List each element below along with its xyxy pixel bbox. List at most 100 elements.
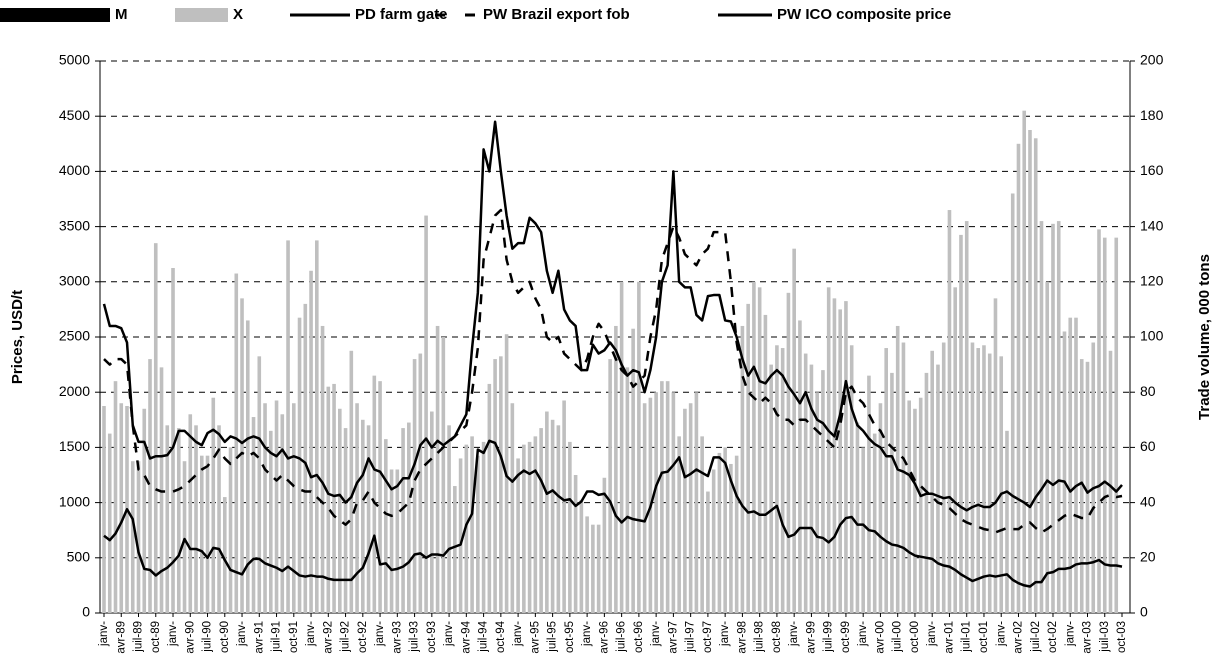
bar xyxy=(481,441,486,613)
bar xyxy=(303,303,308,613)
bar xyxy=(1033,138,1038,613)
bar xyxy=(683,408,687,613)
y2-tick-label: 160 xyxy=(1140,162,1164,178)
bar xyxy=(913,408,917,613)
bar xyxy=(286,240,290,613)
bar xyxy=(884,348,888,613)
bar xyxy=(401,428,405,613)
bar xyxy=(130,461,135,613)
x-tick-label: avr-89 xyxy=(115,621,127,654)
bar xyxy=(826,287,831,613)
bar xyxy=(274,400,279,613)
bar xyxy=(752,281,756,613)
x-tick-label: oct-91 xyxy=(288,621,300,653)
x-tick-label: janv- xyxy=(98,621,110,647)
x-tick-label: avr-01 xyxy=(943,621,955,654)
bar xyxy=(568,441,572,613)
x-tick-label: avr-92 xyxy=(322,621,334,654)
bar xyxy=(176,428,181,613)
x-tick-label: juil-92 xyxy=(340,621,352,653)
bar xyxy=(550,419,555,613)
bar xyxy=(240,298,244,613)
y-tick-label: 500 xyxy=(67,549,91,565)
x-tick-label: juil-93 xyxy=(409,621,421,653)
legend-label: M xyxy=(115,6,128,23)
bar xyxy=(194,425,198,613)
bar xyxy=(849,345,854,613)
bar xyxy=(493,359,497,613)
bar xyxy=(205,455,210,613)
legend-swatch xyxy=(175,8,228,22)
x-tick-label: janv- xyxy=(857,621,869,647)
x-tick-label: juil-96 xyxy=(616,621,628,653)
bar xyxy=(976,348,981,613)
x-tick-label: avr-94 xyxy=(460,620,472,653)
bar xyxy=(510,403,515,613)
x-tick-label: janv- xyxy=(581,621,593,647)
bar xyxy=(930,350,935,613)
bar xyxy=(964,221,969,613)
bar xyxy=(907,400,911,613)
bar xyxy=(780,348,785,613)
bar xyxy=(234,273,239,613)
bar xyxy=(148,359,152,613)
bar xyxy=(395,469,400,613)
bar xyxy=(1068,317,1073,613)
bar xyxy=(746,303,750,613)
bar xyxy=(1056,221,1061,613)
x-tick-label: juil-00 xyxy=(892,621,904,653)
bar xyxy=(499,356,503,613)
line xyxy=(103,439,1123,588)
bar xyxy=(688,403,693,613)
y-tick-label: 2500 xyxy=(59,328,90,344)
x-tick-label: juil-89 xyxy=(133,621,145,653)
bar xyxy=(660,381,664,613)
x-tick-label: janv- xyxy=(995,621,1007,647)
x-tick-label: avr-03 xyxy=(1082,621,1094,654)
bar xyxy=(1108,350,1113,613)
bar xyxy=(107,433,112,613)
bar xyxy=(268,430,273,613)
x-tick-label: avr-98 xyxy=(736,621,748,654)
bar xyxy=(959,234,963,613)
x-tick-label: juil-99 xyxy=(823,621,835,653)
bar xyxy=(102,406,106,613)
bar xyxy=(435,325,440,613)
x-tick-label: juil-91 xyxy=(271,621,283,653)
x-tick-label: avr-93 xyxy=(391,621,403,654)
bar xyxy=(591,524,595,613)
y2-tick-label: 100 xyxy=(1140,328,1164,344)
x-tick-label: avr-91 xyxy=(253,621,265,654)
bar xyxy=(320,325,325,613)
bar xyxy=(222,497,227,613)
y-tick-label: 4000 xyxy=(59,162,90,178)
bar xyxy=(809,364,814,613)
legend-swatch xyxy=(0,8,110,22)
legend-label: PD farm gate xyxy=(355,6,448,23)
bar xyxy=(803,353,808,613)
bar xyxy=(315,240,319,613)
bar xyxy=(700,436,704,613)
bar xyxy=(412,359,417,613)
x-tick-label: avr-00 xyxy=(874,621,886,654)
bar xyxy=(372,375,377,613)
bar xyxy=(407,422,411,613)
bar xyxy=(533,436,538,613)
y2-tick-label: 20 xyxy=(1140,549,1156,565)
bar xyxy=(1010,193,1015,614)
x-tick-label: avr-02 xyxy=(1013,621,1025,654)
x-tick-label: avr-99 xyxy=(805,621,817,654)
y2-axis-title: Trade volume, 000 tons xyxy=(1196,254,1213,420)
bar xyxy=(182,461,187,613)
bar xyxy=(539,428,543,613)
bar xyxy=(1039,221,1044,613)
y2-tick-label: 140 xyxy=(1140,217,1164,233)
bar xyxy=(263,403,267,613)
bar xyxy=(199,455,204,613)
y-tick-label: 4500 xyxy=(59,107,90,123)
bar xyxy=(890,372,894,613)
bar xyxy=(332,383,336,613)
bar xyxy=(838,309,842,613)
